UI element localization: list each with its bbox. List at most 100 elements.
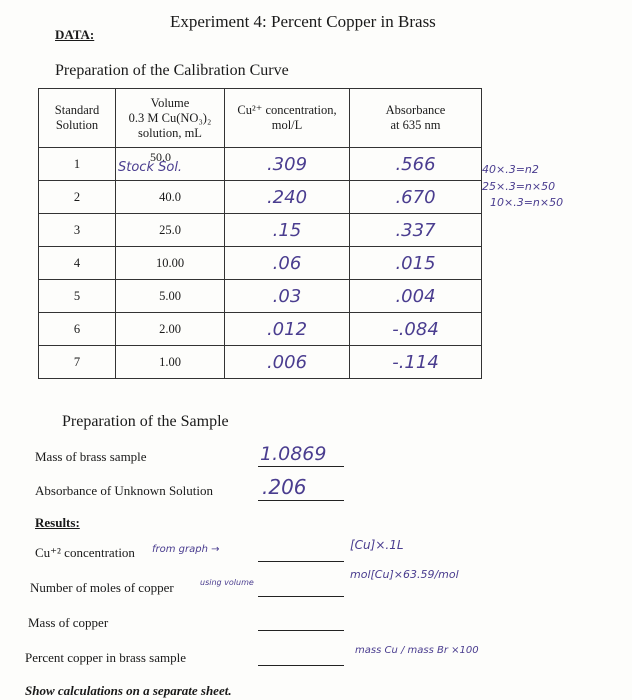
volume-value: 5.00 — [159, 288, 181, 303]
calibration-table: Standard Solution Volume 0.3 M Cu(NO₃)₂ sol… — [38, 88, 482, 379]
table-cell: 6 — [38, 312, 116, 346]
handwritten-note: [Cu]×.1L — [350, 538, 404, 552]
standard-number: 7 — [73, 354, 81, 369]
header-text: Volume — [150, 95, 190, 110]
result-label: Percent copper in brass sample — [25, 650, 187, 665]
concentration-value: .006 — [266, 351, 308, 373]
table-row: 2 40.0 .240 .670 — [38, 180, 482, 214]
concentration-value: .309 — [266, 153, 308, 175]
absorbance-value: .566 — [395, 153, 436, 175]
footer: Show calculations on a separate sheet. — [25, 683, 232, 698]
table-row: 5 5.00 .03 .004 — [38, 279, 482, 313]
table-cell: 3 — [38, 213, 116, 247]
column-header: Absorbance at 635 nm — [349, 88, 482, 148]
table-row: 6 2.00 .012 -.084 — [38, 312, 482, 346]
title: Experiment 4: Percent Copper in Brass — [170, 12, 436, 31]
margin-note: 10×.3=n×50 — [490, 196, 564, 209]
field-label: Absorbance of Unknown Solution — [35, 483, 214, 498]
concentration-value: .03 — [272, 285, 302, 307]
table-row: 1 50.0 Stock Sol. .309 .566 — [38, 147, 482, 181]
table-cell: 5.00 — [115, 279, 225, 313]
standard-number: 4 — [73, 255, 81, 270]
volume-value: 50.0 — [150, 150, 171, 164]
table-cell: .15 — [224, 213, 350, 247]
header-text: Solution — [55, 118, 99, 132]
header-row: Standard Solution Volume 0.3 M Cu(NO₃)₂ sol… — [38, 88, 482, 148]
answer-line — [258, 596, 344, 597]
answer-line — [258, 630, 344, 631]
table-cell: 50.0 Stock Sol. — [115, 147, 225, 181]
absorbance-value: -.084 — [392, 318, 439, 340]
table-cell: .309 — [224, 147, 350, 181]
answer-line — [258, 466, 344, 467]
table-cell: .240 — [224, 180, 350, 214]
table-cell: .004 — [349, 279, 482, 313]
absorbance-value: .015 — [395, 252, 436, 274]
standard-number: 3 — [73, 222, 81, 237]
table-cell: .03 — [224, 279, 350, 313]
handwritten-note: mol[Cu]×63.59/mol — [350, 568, 459, 581]
handwritten-note: using volume — [200, 578, 254, 587]
concentration-value: .15 — [272, 219, 302, 241]
field-value: .206 — [262, 475, 307, 499]
margin-note: 25×.3=n×50 — [482, 180, 556, 193]
table-cell: .566 — [349, 147, 482, 181]
table-cell: 10.00 — [115, 246, 225, 280]
table-cell: 5 — [38, 279, 116, 313]
table-cell: 2 — [38, 180, 116, 214]
table-cell: 1.00 — [115, 345, 225, 379]
volume-value: 25.0 — [159, 222, 181, 237]
table-cell: -.114 — [349, 345, 482, 379]
table-cell: 25.0 — [115, 213, 225, 247]
concentration-value: .240 — [266, 186, 308, 208]
volume-value: 40.0 — [159, 189, 181, 204]
header-text: 0.3 M Cu(NO₃)₂ — [128, 110, 212, 125]
standard-number: 1 — [73, 156, 81, 171]
header-text: Absorbance — [385, 103, 446, 117]
table-cell: .337 — [349, 213, 482, 247]
header-text: mol/L — [271, 118, 303, 132]
volume-value: 1.00 — [159, 354, 181, 369]
result-label: Number of moles of copper — [30, 580, 174, 595]
header-text: solution, mL — [138, 125, 202, 140]
table-row: 3 25.0 .15 .337 — [38, 213, 482, 247]
header-text: Cu²⁺ concentration, — [237, 103, 337, 117]
table-cell: 1 — [38, 147, 116, 181]
margin-note: 40×.3=n2 — [482, 163, 539, 176]
table-cell: .012 — [224, 312, 350, 346]
table-cell: 40.0 — [115, 180, 225, 214]
handwritten-note: mass Cu / mass Br ×100 — [355, 645, 479, 656]
table-body: 1 50.0 Stock Sol. .309 .566 2 40.0 .240 .670 3 25.… — [38, 147, 482, 379]
table-cell: 2.00 — [115, 312, 225, 346]
table-cell: -.084 — [349, 312, 482, 346]
header-text: Standard — [54, 103, 100, 117]
table-cell: .015 — [349, 246, 482, 280]
section-title: Preparation of the Calibration Curve — [55, 62, 289, 79]
answer-line — [258, 500, 344, 501]
result-label: Cu⁺² concentration — [35, 545, 135, 560]
concentration-value: .06 — [272, 252, 302, 274]
answer-line — [258, 665, 344, 666]
column-header: Volume 0.3 M Cu(NO₃)₂ solution, mL — [115, 88, 225, 148]
table-row: 4 10.00 .06 .015 — [38, 246, 482, 280]
row-note: Stock Sol. — [118, 160, 183, 175]
field-value: 1.0869 — [260, 443, 327, 465]
column-header: Cu²⁺ concentration, mol/L — [224, 88, 350, 148]
volume-value: 10.00 — [155, 255, 185, 270]
table-cell: .06 — [224, 246, 350, 280]
standard-number: 2 — [73, 189, 81, 204]
results-title: Results: — [35, 515, 80, 530]
column-header: Standard Solution — [38, 88, 116, 148]
absorbance-value: .004 — [395, 285, 436, 307]
standard-number: 6 — [73, 321, 81, 336]
standard-number: 5 — [73, 288, 81, 303]
table-cell: 4 — [38, 246, 116, 280]
absorbance-value: .670 — [395, 186, 436, 208]
data-label: DATA: — [55, 27, 95, 42]
field-label: Mass of brass sample — [35, 449, 147, 464]
header-text: at 635 nm — [390, 118, 441, 132]
concentration-value: .012 — [266, 318, 308, 340]
answer-line — [258, 561, 344, 562]
absorbance-value: -.114 — [392, 351, 439, 373]
